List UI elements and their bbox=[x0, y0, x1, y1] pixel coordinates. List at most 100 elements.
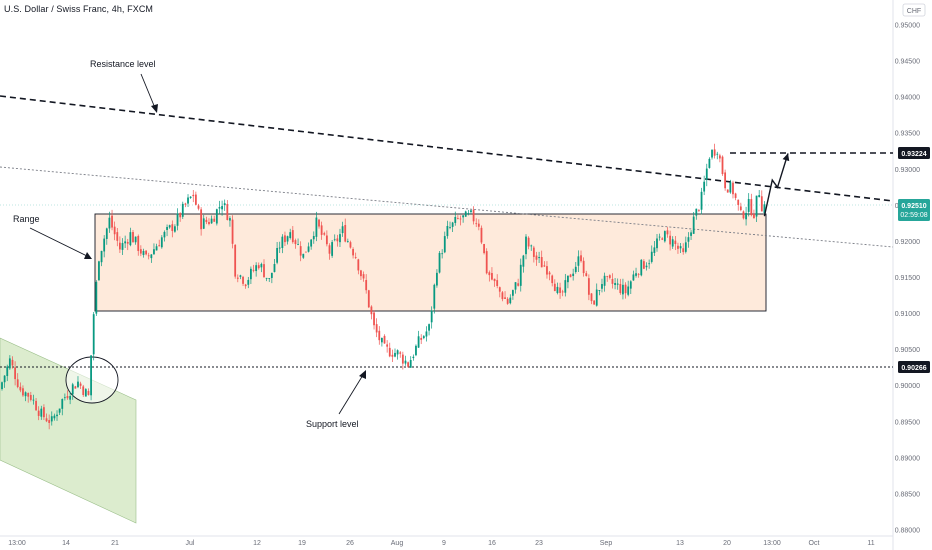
candle-down bbox=[637, 273, 640, 275]
candle-down bbox=[753, 213, 755, 219]
candle-up bbox=[522, 255, 525, 267]
candle-up bbox=[564, 280, 567, 293]
candle-down bbox=[11, 359, 14, 366]
candle-up bbox=[653, 247, 656, 253]
candle-down bbox=[475, 223, 478, 225]
price-axis[interactable] bbox=[893, 0, 932, 550]
candle-up bbox=[509, 297, 512, 304]
candle-down bbox=[16, 379, 19, 388]
price-tick: 0.88500 bbox=[895, 491, 920, 498]
candle-down bbox=[674, 240, 677, 245]
range-box[interactable] bbox=[94, 213, 767, 312]
candle-down bbox=[305, 251, 307, 253]
candle-down bbox=[147, 255, 150, 257]
candle-down bbox=[582, 260, 585, 274]
candle-up bbox=[703, 181, 706, 192]
candle-down bbox=[643, 261, 645, 269]
candle-up bbox=[601, 284, 603, 289]
candle-down bbox=[252, 269, 255, 271]
candle-down bbox=[606, 275, 609, 277]
annotation-support[interactable]: Support level bbox=[306, 370, 366, 429]
candle-up bbox=[650, 251, 653, 262]
candle-down bbox=[459, 218, 462, 220]
candle-down bbox=[501, 292, 504, 300]
candle-down bbox=[726, 189, 729, 193]
current-price-tag[interactable]: 0.92510 02:59:08 bbox=[898, 199, 930, 221]
candle-down bbox=[401, 354, 404, 364]
range-label: Range bbox=[13, 214, 40, 224]
price-tick: 0.89500 bbox=[895, 419, 920, 426]
candle-down bbox=[724, 172, 727, 189]
time-axis-ticks: 13:00 14 21 Jul 12 19 26 Aug 9 16 23 Sep 13 20 13:00 Oc… bbox=[8, 540, 874, 547]
price-tick: 0.90000 bbox=[895, 383, 920, 390]
annotation-resistance[interactable]: Resistance level bbox=[90, 59, 158, 113]
candle-down bbox=[291, 230, 294, 243]
candle-down bbox=[553, 283, 556, 292]
candle-down bbox=[742, 211, 745, 219]
candle-down bbox=[543, 265, 546, 267]
candle-down bbox=[498, 287, 501, 292]
candle-up bbox=[763, 204, 766, 213]
candle-down bbox=[698, 209, 700, 211]
candle-down bbox=[370, 306, 373, 315]
candle-up bbox=[567, 275, 569, 283]
candle-up bbox=[514, 282, 517, 290]
candle-up bbox=[312, 235, 315, 240]
candle-up bbox=[692, 216, 695, 234]
target-price-tag[interactable]: 0.93224 bbox=[898, 147, 930, 159]
candle-up bbox=[6, 366, 9, 377]
candle-up bbox=[77, 381, 79, 388]
candle-up bbox=[95, 281, 98, 314]
forecast-path[interactable] bbox=[763, 153, 789, 217]
candle-up bbox=[572, 273, 575, 277]
candle-up bbox=[160, 237, 163, 248]
resistance-trendline[interactable] bbox=[0, 95, 894, 202]
candle-up bbox=[153, 249, 155, 255]
candle-up bbox=[189, 196, 192, 199]
candle-up bbox=[381, 338, 383, 343]
candle-up bbox=[40, 408, 43, 417]
candle-down bbox=[590, 293, 593, 302]
candle-up bbox=[716, 153, 719, 155]
time-tick: Jul bbox=[186, 540, 195, 547]
secondary-trendline[interactable] bbox=[0, 166, 894, 248]
candle-up bbox=[63, 397, 66, 399]
candle-down bbox=[349, 242, 352, 248]
target-price-value: 0.93224 bbox=[901, 151, 926, 158]
candle-up bbox=[166, 227, 168, 230]
candle-up bbox=[181, 203, 184, 217]
candle-up bbox=[577, 256, 580, 266]
candle-up bbox=[229, 218, 231, 221]
candle-down bbox=[294, 240, 297, 245]
range-pointer bbox=[29, 227, 88, 257]
candle-down bbox=[158, 245, 161, 247]
candle-up bbox=[394, 352, 396, 357]
candle-down bbox=[352, 249, 354, 256]
candle-up bbox=[3, 375, 6, 383]
candle-down bbox=[569, 274, 572, 278]
time-tick: 26 bbox=[346, 540, 354, 547]
candle-down bbox=[137, 235, 140, 251]
descending-channel[interactable] bbox=[0, 337, 137, 524]
candle-down bbox=[580, 255, 582, 262]
candle-up bbox=[454, 216, 457, 223]
candle-down bbox=[22, 388, 24, 396]
candle-down bbox=[323, 233, 326, 235]
candle-up bbox=[302, 253, 305, 258]
price-tick: 0.92000 bbox=[895, 239, 920, 246]
candle-up bbox=[616, 283, 619, 285]
annotation-range[interactable]: Range bbox=[13, 214, 92, 259]
support-pointer-head bbox=[359, 370, 366, 379]
candle-up bbox=[671, 239, 674, 247]
price-tick: 0.94500 bbox=[895, 59, 920, 66]
candle-up bbox=[758, 195, 761, 198]
candle-down bbox=[669, 235, 671, 245]
currency-badge[interactable] bbox=[902, 3, 926, 17]
candle-up bbox=[443, 236, 446, 253]
candle-up bbox=[163, 231, 166, 238]
breakout-circle[interactable] bbox=[65, 356, 119, 404]
support-price-tag[interactable]: 0.90266 bbox=[898, 361, 930, 373]
candle-up bbox=[396, 350, 399, 355]
time-tick: 23 bbox=[535, 540, 543, 547]
